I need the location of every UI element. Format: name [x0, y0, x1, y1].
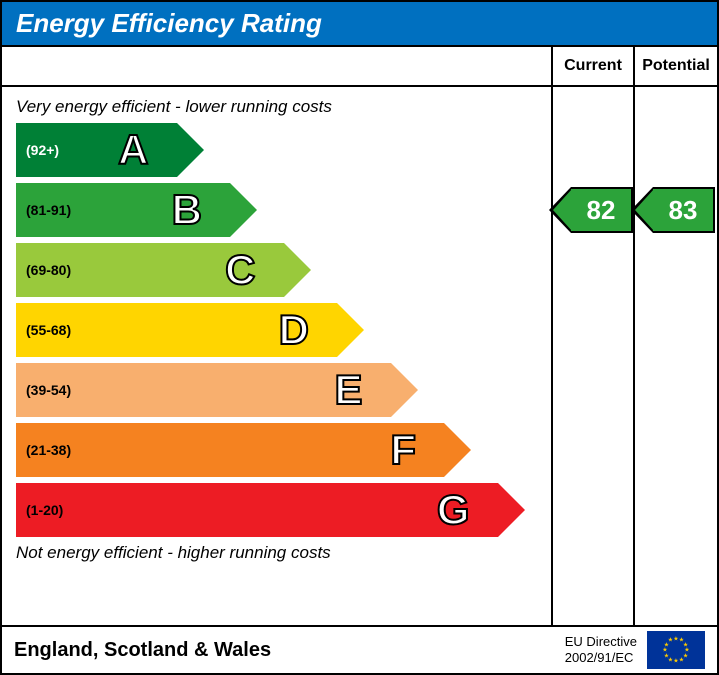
- bands-header: [2, 47, 551, 87]
- band-a: (92+) A: [16, 123, 551, 177]
- eu-star-icon: ★: [679, 656, 684, 663]
- band-bar: (55-68) D: [16, 303, 337, 357]
- band-arrow-icon: [391, 363, 418, 417]
- bands-list: (92+) A (81-91) B (69-80) C (55-68) D (39-54) E (2…: [2, 123, 551, 537]
- band-bar: (1-20) G: [16, 483, 498, 537]
- band-e: (39-54) E: [16, 363, 551, 417]
- band-arrow-icon: [498, 483, 525, 537]
- band-d: (55-68) D: [16, 303, 551, 357]
- band-arrow-icon: [177, 123, 204, 177]
- rating-pointer-potential: 83: [653, 187, 715, 233]
- rating-value: 82: [587, 195, 616, 226]
- band-arrow-icon: [337, 303, 364, 357]
- band-letter: B: [172, 186, 202, 234]
- eu-flag-icon: ★★★★★★★★★★★★: [647, 631, 705, 669]
- potential-column: Potential 83: [635, 47, 717, 625]
- band-range: (1-20): [16, 502, 63, 518]
- band-letter: F: [390, 426, 416, 474]
- footer-directive: EU Directive 2002/91/EC: [565, 634, 637, 665]
- band-arrow-icon: [230, 183, 257, 237]
- band-b: (81-91) B: [16, 183, 551, 237]
- potential-body: 83: [635, 87, 717, 625]
- eu-star-icon: ★: [668, 637, 673, 644]
- current-column: Current 82: [553, 47, 635, 625]
- epc-rating-chart: Energy Efficiency Rating Very energy eff…: [0, 0, 719, 675]
- band-bar: (81-91) B: [16, 183, 230, 237]
- band-letter: G: [437, 486, 470, 534]
- band-bar: (39-54) E: [16, 363, 391, 417]
- pointer-arrow-fill-icon: [635, 189, 654, 231]
- rating-value: 83: [669, 195, 698, 226]
- current-header: Current: [553, 47, 633, 87]
- pointer-arrow-fill-icon: [553, 189, 572, 231]
- rating-pointer-current: 82: [571, 187, 633, 233]
- band-range: (21-38): [16, 442, 71, 458]
- band-letter: A: [118, 126, 148, 174]
- band-letter: E: [334, 366, 362, 414]
- band-letter: D: [279, 306, 309, 354]
- band-bar: (69-80) C: [16, 243, 284, 297]
- band-g: (1-20) G: [16, 483, 551, 537]
- chart-grid: Very energy efficient - lower running co…: [2, 45, 717, 625]
- band-arrow-icon: [444, 423, 471, 477]
- eu-star-icon: ★: [673, 658, 678, 665]
- directive-line1: EU Directive: [565, 634, 637, 650]
- caption-top: Very energy efficient - lower running co…: [2, 87, 551, 123]
- chart-title: Energy Efficiency Rating: [2, 2, 717, 45]
- bands-column: Very energy efficient - lower running co…: [2, 47, 553, 625]
- band-range: (55-68): [16, 322, 71, 338]
- band-arrow-icon: [284, 243, 311, 297]
- band-range: (39-54): [16, 382, 71, 398]
- band-letter: C: [225, 246, 255, 294]
- band-range: (69-80): [16, 262, 71, 278]
- directive-line2: 2002/91/EC: [565, 650, 637, 666]
- band-range: (92+): [16, 142, 59, 158]
- band-c: (69-80) C: [16, 243, 551, 297]
- chart-footer: England, Scotland & Wales EU Directive 2…: [2, 625, 717, 673]
- potential-header: Potential: [635, 47, 717, 87]
- footer-region: England, Scotland & Wales: [14, 639, 555, 662]
- band-range: (81-91): [16, 202, 71, 218]
- band-bar: (92+) A: [16, 123, 177, 177]
- band-bar: (21-38) F: [16, 423, 444, 477]
- band-f: (21-38) F: [16, 423, 551, 477]
- caption-bottom: Not energy efficient - higher running co…: [2, 537, 551, 573]
- current-body: 82: [553, 87, 633, 625]
- bands-body: Very energy efficient - lower running co…: [2, 87, 551, 625]
